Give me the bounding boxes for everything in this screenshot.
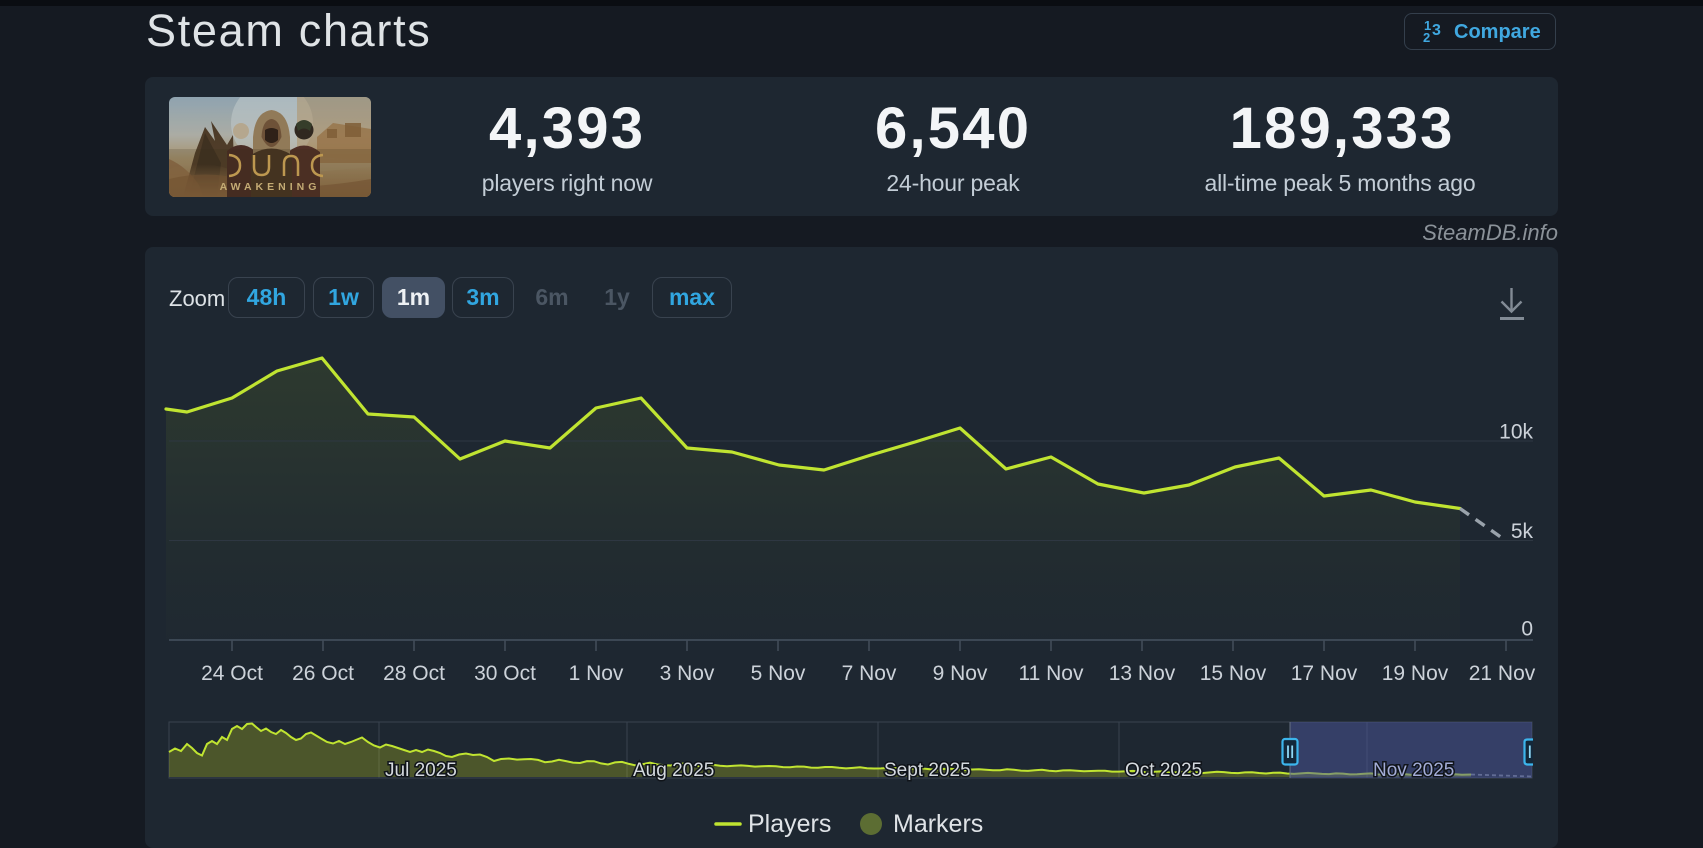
svg-text:0: 0 (1521, 618, 1533, 641)
svg-text:Players: Players (748, 810, 831, 838)
svg-text:Sept 2025: Sept 2025 (884, 760, 971, 781)
svg-text:5 Nov: 5 Nov (751, 662, 806, 685)
svg-text:Markers: Markers (893, 810, 983, 838)
svg-text:19 Nov: 19 Nov (1382, 662, 1449, 685)
svg-text:28 Oct: 28 Oct (383, 662, 445, 685)
svg-text:13 Nov: 13 Nov (1109, 662, 1176, 685)
svg-text:17 Nov: 17 Nov (1291, 662, 1358, 685)
svg-text:Nov 2025: Nov 2025 (1373, 760, 1454, 781)
svg-text:Oct 2025: Oct 2025 (1125, 760, 1202, 781)
svg-text:1 Nov: 1 Nov (569, 662, 624, 685)
svg-text:9 Nov: 9 Nov (933, 662, 988, 685)
svg-text:15 Nov: 15 Nov (1200, 662, 1267, 685)
svg-text:26 Oct: 26 Oct (292, 662, 354, 685)
svg-text:21 Nov: 21 Nov (1469, 662, 1536, 685)
svg-text:11 Nov: 11 Nov (1019, 662, 1084, 685)
svg-text:10k: 10k (1499, 421, 1533, 444)
svg-text:AWAKENING: AWAKENING (220, 181, 321, 193)
svg-text:Aug 2025: Aug 2025 (633, 760, 714, 781)
svg-text:5k: 5k (1511, 520, 1534, 543)
svg-text:30 Oct: 30 Oct (474, 662, 536, 685)
svg-text:3 Nov: 3 Nov (660, 662, 715, 685)
svg-text:7 Nov: 7 Nov (842, 662, 897, 685)
svg-text:Jul 2025: Jul 2025 (385, 760, 457, 781)
svg-text:24 Oct: 24 Oct (201, 662, 263, 685)
